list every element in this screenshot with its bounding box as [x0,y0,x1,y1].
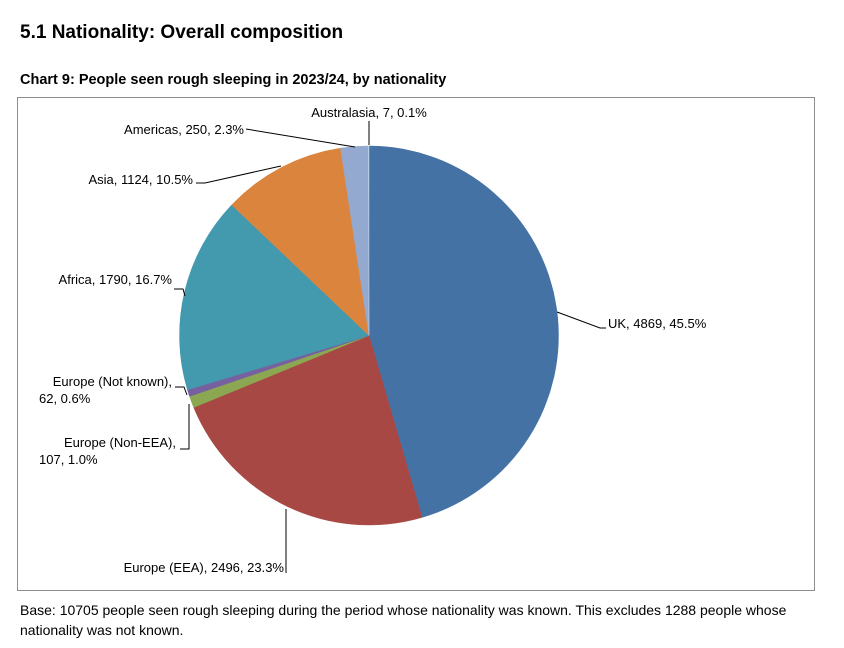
pie-slice-asia [231,147,370,337]
data-label-line: Europe (Non-EEA), [64,435,176,450]
section-title: 5.1 Nationality: Overall composition [20,22,344,43]
leader-line-europe-non-eea [180,404,190,450]
data-label-europe-not-known: Europe (Not known), 62, 0.6% [39,374,172,406]
leader-line-americas [245,128,356,148]
leader-line-uk [556,311,606,329]
base-note: Base: 10705 people seen rough sleeping d… [20,602,787,638]
data-labels: UK, 4869, 45.5% Europe (EEA), 2496, 23.3%… [39,105,707,575]
data-label-line: Australasia, 7, 0.1% [311,105,427,120]
data-label-line: Europe (Not known), [53,374,172,389]
pie-slice-australasia [367,145,370,336]
data-label-europe-non-eea: Europe (Non-EEA), 107, 1.0% [39,435,176,467]
data-label-asia: Asia, 1124, 10.5% [88,172,193,187]
data-label-line: Asia, 1124, 10.5% [88,172,193,187]
pie-slices [179,145,559,526]
pie-slice-africa [179,204,370,391]
data-label-africa: Africa, 1790, 16.7% [59,272,173,287]
leader-lines [174,121,606,573]
data-label-line: UK, 4869, 45.5% [608,316,707,331]
data-label-europe-eea: Europe (EEA), 2496, 23.3% [124,560,285,575]
leader-line-asia [196,165,282,184]
data-label-americas: Americas, 250, 2.3% [124,122,244,137]
data-label-line: 62, 0.6% [39,391,91,406]
data-label-line: 107, 1.0% [39,452,98,467]
data-label-line: Americas, 250, 2.3% [124,122,244,137]
data-label-line: Africa, 1790, 16.7% [59,272,173,287]
data-label-line: Europe (EEA), 2496, 23.3% [124,560,285,575]
leader-line-africa [174,288,186,297]
chart-title: Chart 9: People seen rough sleeping in 2… [20,72,447,88]
pie-slice-uk [368,145,559,518]
data-label-australasia: Australasia, 7, 0.1% [311,105,427,120]
leader-line-europe-not-known [175,386,188,396]
pie-slice-europe-eea [193,335,423,526]
data-label-uk: UK, 4869, 45.5% [608,316,707,331]
chart-frame [17,97,815,591]
